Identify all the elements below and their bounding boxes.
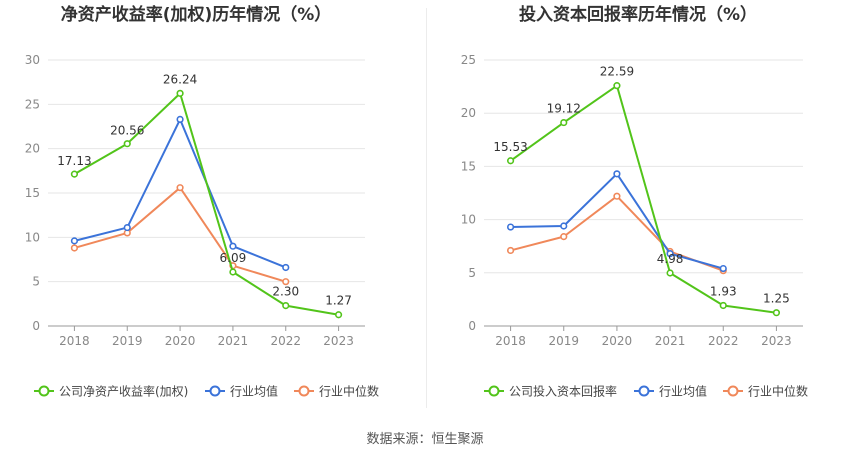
legend-marker bbox=[727, 385, 739, 397]
data-point bbox=[282, 263, 290, 272]
legend-marker bbox=[38, 385, 50, 397]
x-tick-label: 2020 bbox=[165, 334, 196, 348]
legend-label: 行业中位数 bbox=[748, 384, 808, 399]
y-tick-label: 25 bbox=[25, 97, 40, 111]
y-tick-label: 0 bbox=[32, 319, 40, 333]
legend-label: 公司投入资本回报率 bbox=[509, 384, 617, 399]
data-point bbox=[719, 264, 727, 273]
chart-title: 投入资本回报率历年情况（%） bbox=[519, 4, 757, 25]
panel-divider bbox=[426, 8, 427, 408]
data-point bbox=[176, 184, 184, 192]
data-label: 20.56 bbox=[110, 124, 144, 138]
series-line bbox=[509, 84, 777, 314]
data-point bbox=[613, 82, 621, 90]
legend-marker bbox=[638, 385, 650, 397]
legend-marker bbox=[488, 385, 500, 397]
data-point bbox=[229, 268, 237, 276]
legend-marker bbox=[209, 385, 221, 397]
data-point bbox=[560, 233, 568, 241]
data-label: 4.98 bbox=[657, 252, 684, 266]
data-point bbox=[282, 302, 290, 310]
data-label: 1.27 bbox=[325, 294, 352, 308]
legend-label: 行业均值 bbox=[659, 384, 707, 399]
data-point bbox=[666, 250, 674, 258]
legend-label: 行业均值 bbox=[230, 384, 278, 399]
legend-label: 公司净资产收益率(加权) bbox=[59, 384, 188, 399]
y-tick-label: 10 bbox=[25, 230, 40, 244]
data-point bbox=[70, 170, 79, 178]
x-tick-label: 2019 bbox=[112, 334, 143, 348]
data-point bbox=[613, 170, 621, 178]
data-point bbox=[123, 223, 131, 232]
x-tick-label: 2019 bbox=[548, 334, 579, 348]
data-point bbox=[70, 237, 79, 245]
y-tick-label: 0 bbox=[468, 319, 476, 333]
data-point bbox=[560, 222, 568, 230]
legend-label: 行业中位数 bbox=[319, 384, 379, 399]
data-point bbox=[176, 89, 184, 97]
data-point bbox=[772, 309, 781, 317]
data-label: 1.93 bbox=[710, 284, 737, 298]
y-tick-label: 5 bbox=[32, 275, 40, 289]
y-tick-label: 15 bbox=[25, 186, 40, 200]
y-tick-label: 30 bbox=[25, 53, 40, 67]
data-point bbox=[506, 157, 515, 165]
data-point bbox=[123, 140, 131, 148]
x-tick-label: 2022 bbox=[270, 334, 301, 348]
y-tick-label: 20 bbox=[461, 106, 476, 120]
series-line bbox=[74, 186, 287, 283]
y-tick-label: 20 bbox=[25, 142, 40, 156]
data-source-footer: 数据来源：恒生聚源 bbox=[0, 428, 850, 447]
y-tick-label: 10 bbox=[461, 213, 476, 227]
source-name: 恒生聚源 bbox=[431, 432, 484, 447]
data-label: 2.30 bbox=[272, 285, 299, 299]
data-label: 26.24 bbox=[163, 72, 197, 86]
x-tick-label: 2018 bbox=[495, 334, 526, 348]
data-point bbox=[719, 301, 727, 310]
data-point bbox=[506, 246, 515, 255]
y-tick-label: 25 bbox=[461, 53, 476, 67]
data-point bbox=[613, 192, 621, 200]
data-label: 19.12 bbox=[547, 102, 581, 116]
series-line bbox=[73, 92, 339, 316]
data-point bbox=[70, 244, 79, 252]
data-point bbox=[334, 311, 343, 319]
data-point bbox=[282, 278, 290, 286]
x-tick-label: 2023 bbox=[761, 334, 792, 348]
x-tick-label: 2018 bbox=[59, 334, 90, 348]
data-label: 6.09 bbox=[220, 251, 247, 265]
data-point bbox=[176, 115, 184, 124]
y-tick-label: 5 bbox=[468, 266, 476, 280]
y-tick-label: 15 bbox=[461, 159, 476, 173]
x-tick-label: 2023 bbox=[323, 334, 354, 348]
data-label: 15.53 bbox=[493, 140, 527, 154]
data-point bbox=[666, 269, 674, 277]
data-label: 22.59 bbox=[600, 65, 634, 79]
legend-marker bbox=[298, 385, 310, 397]
chart-title: 净资产收益率(加权)历年情况（%） bbox=[61, 4, 332, 25]
data-point bbox=[506, 223, 515, 231]
x-tick-label: 2021 bbox=[218, 334, 249, 348]
source-label: 数据来源： bbox=[366, 432, 432, 447]
data-point bbox=[560, 118, 568, 127]
series-line bbox=[510, 172, 724, 270]
data-label: 1.25 bbox=[763, 292, 790, 306]
x-tick-label: 2021 bbox=[655, 334, 686, 348]
x-tick-label: 2020 bbox=[602, 334, 633, 348]
data-point bbox=[229, 242, 237, 250]
x-tick-label: 2022 bbox=[708, 334, 739, 348]
data-label: 17.13 bbox=[57, 154, 91, 168]
